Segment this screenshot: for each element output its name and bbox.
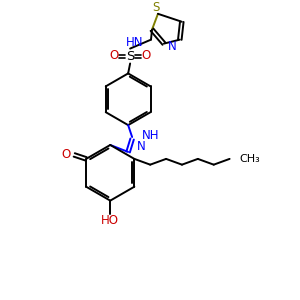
Text: HO: HO	[101, 214, 119, 227]
Text: O: O	[141, 49, 151, 62]
Text: O: O	[110, 49, 119, 62]
Text: S: S	[126, 50, 134, 63]
Text: HN: HN	[125, 36, 143, 49]
Text: NH: NH	[142, 128, 160, 142]
Text: CH₃: CH₃	[239, 154, 260, 164]
Text: S: S	[152, 1, 160, 14]
Text: O: O	[62, 148, 71, 161]
Text: N: N	[137, 140, 146, 154]
Text: N: N	[167, 40, 176, 53]
